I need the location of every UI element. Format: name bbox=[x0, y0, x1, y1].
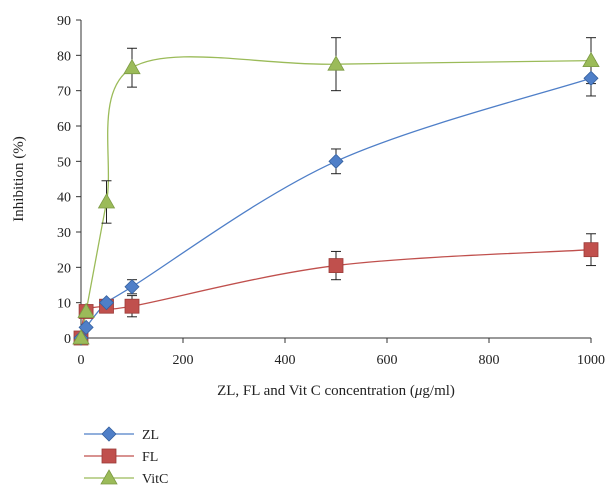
y-tick-label: 60 bbox=[57, 120, 71, 135]
x-axis-title-part: g/ml) bbox=[422, 383, 455, 399]
plot-markers bbox=[72, 51, 600, 346]
data-point-vitc bbox=[123, 58, 141, 75]
y-tick-label: 20 bbox=[57, 261, 71, 276]
x-tick-label: 0 bbox=[78, 353, 85, 368]
data-point-zl bbox=[328, 153, 344, 169]
x-tick-label: 200 bbox=[173, 353, 194, 368]
x-axis-title-part: μ bbox=[414, 383, 423, 399]
x-tick-label: 600 bbox=[377, 353, 398, 368]
data-point-fl bbox=[328, 258, 344, 273]
x-tick-label: 1000 bbox=[577, 353, 605, 368]
series-line-zl bbox=[80, 77, 592, 339]
series-line-vitc bbox=[80, 56, 592, 339]
y-tick-label: 70 bbox=[57, 85, 71, 100]
legend-label-zl: ZL bbox=[142, 428, 159, 443]
y-tick-label: 50 bbox=[57, 155, 71, 170]
y-tick-label: 40 bbox=[57, 191, 71, 206]
data-point-fl bbox=[583, 242, 599, 258]
legend-marker-zl bbox=[101, 426, 117, 442]
legend-label-fl: FL bbox=[142, 450, 158, 465]
legend-label-vitc: VitC bbox=[142, 472, 168, 487]
y-tick-label: 90 bbox=[57, 14, 71, 29]
legend-marker-fl bbox=[101, 448, 117, 464]
data-point-fl bbox=[124, 298, 140, 314]
x-axis-title-part: ZL, FL and Vit C concentration ( bbox=[217, 383, 415, 399]
y-tick-label: 30 bbox=[57, 226, 71, 241]
data-point-vitc bbox=[77, 302, 95, 318]
y-tick-label: 80 bbox=[57, 49, 71, 64]
plot-axes: 0 10 20 30 40 50 60 70 80 90 0 200 400 600 800 1000 Inhi… bbox=[11, 14, 605, 399]
y-tick-label: 0 bbox=[64, 332, 71, 347]
data-point-vitc bbox=[327, 55, 345, 71]
x-tick-label: 400 bbox=[275, 353, 296, 368]
legend-marker-vitc bbox=[100, 469, 118, 485]
plot-curves bbox=[80, 56, 592, 339]
data-point-zl bbox=[124, 279, 140, 295]
data-point-vitc bbox=[97, 193, 116, 209]
x-axis-title: ZL, FL and Vit C concentration (μg/ml) bbox=[217, 383, 455, 399]
plot-errorbars bbox=[101, 37, 596, 318]
y-axis-title: Inhibition (%) bbox=[11, 136, 27, 221]
x-tick-label: 800 bbox=[479, 353, 500, 368]
data-point-zl bbox=[583, 70, 599, 86]
legend: ZL FL VitC bbox=[84, 426, 168, 487]
data-point-zl bbox=[78, 319, 94, 335]
data-point-vitc bbox=[582, 51, 600, 68]
data-point-zl bbox=[98, 295, 115, 311]
y-tick-label: 10 bbox=[57, 297, 71, 312]
data-point-vitc bbox=[72, 329, 90, 345]
